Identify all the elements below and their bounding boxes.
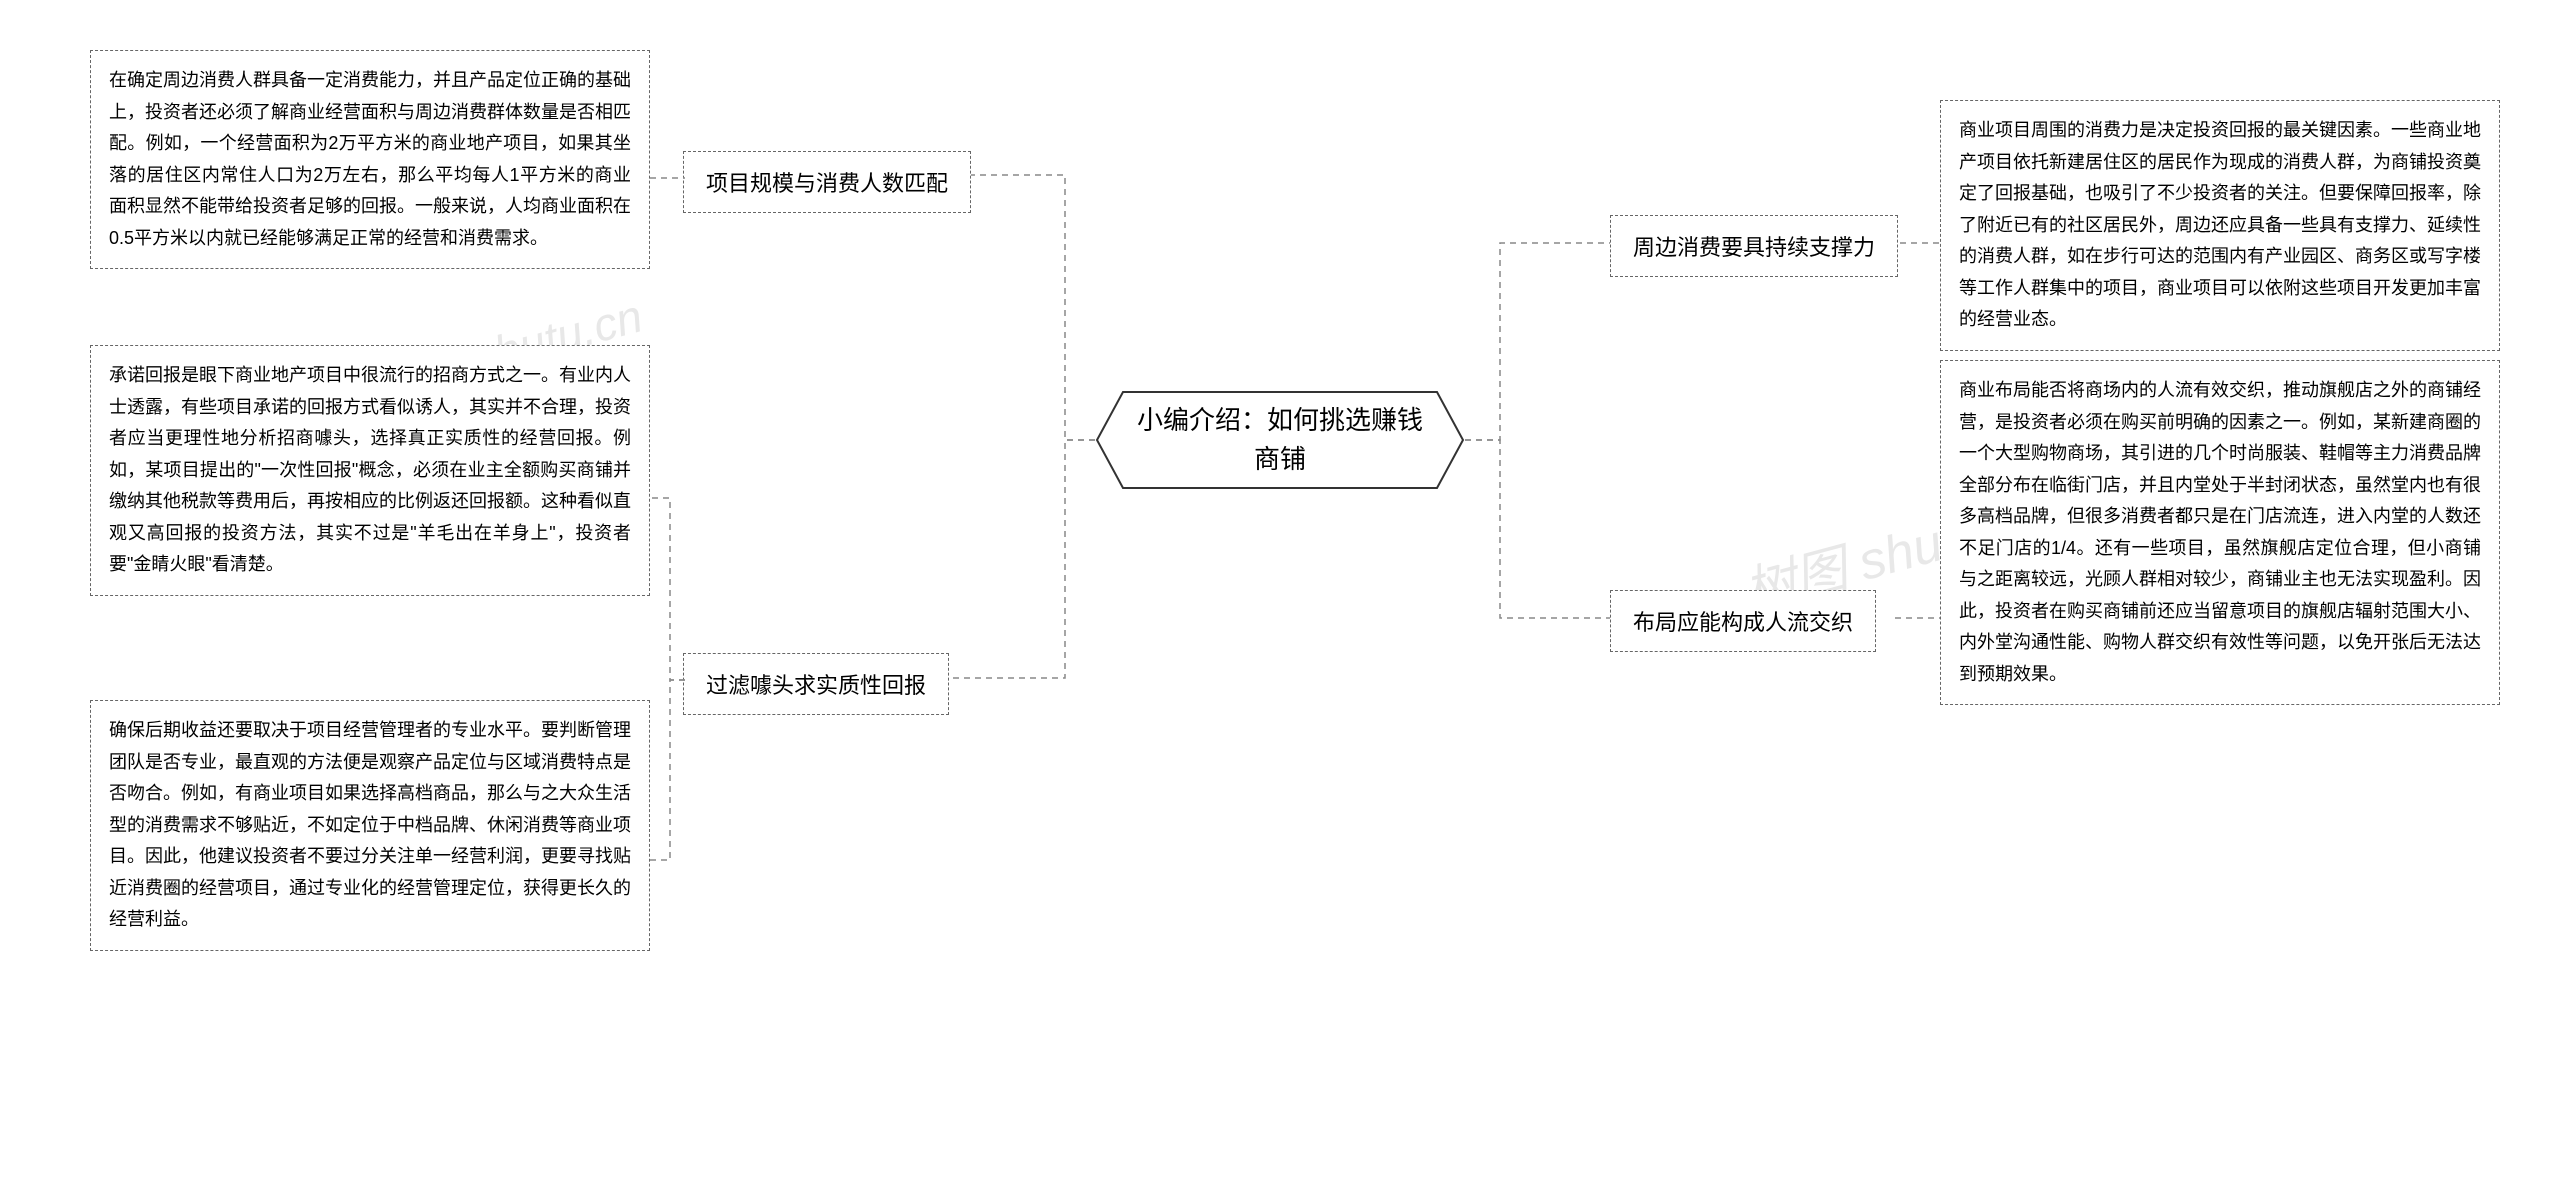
- leaf-filter-detail-1: 承诺回报是眼下商业地产项目中很流行的招商方式之一。有业内人士透露，有些项目承诺的…: [90, 345, 650, 596]
- branch-filter-gimmicks: 过滤噱头求实质性回报: [683, 653, 949, 715]
- leaf-project-scale-detail: 在确定周边消费人群具备一定消费能力，并且产品定位正确的基础上，投资者还必须了解商…: [90, 50, 650, 269]
- mindmap-container: 小编介绍：如何挑选赚钱商铺 项目规模与消费人数匹配 在确定周边消费人群具备一定消…: [0, 0, 2560, 1201]
- central-node: 小编介绍：如何挑选赚钱商铺: [1095, 390, 1465, 490]
- central-node-text: 小编介绍：如何挑选赚钱商铺: [1132, 401, 1428, 479]
- leaf-surrounding-detail: 商业项目周围的消费力是决定投资回报的最关键因素。一些商业地产项目依托新建居住区的…: [1940, 100, 2500, 351]
- branch-project-scale: 项目规模与消费人数匹配: [683, 151, 971, 213]
- branch-layout-traffic: 布局应能构成人流交织: [1610, 590, 1876, 652]
- leaf-filter-detail-2: 确保后期收益还要取决于项目经营管理者的专业水平。要判断管理团队是否专业，最直观的…: [90, 700, 650, 951]
- branch-surrounding-consumption: 周边消费要具持续支撑力: [1610, 215, 1898, 277]
- leaf-layout-detail: 商业布局能否将商场内的人流有效交织，推动旗舰店之外的商铺经营，是投资者必须在购买…: [1940, 360, 2500, 705]
